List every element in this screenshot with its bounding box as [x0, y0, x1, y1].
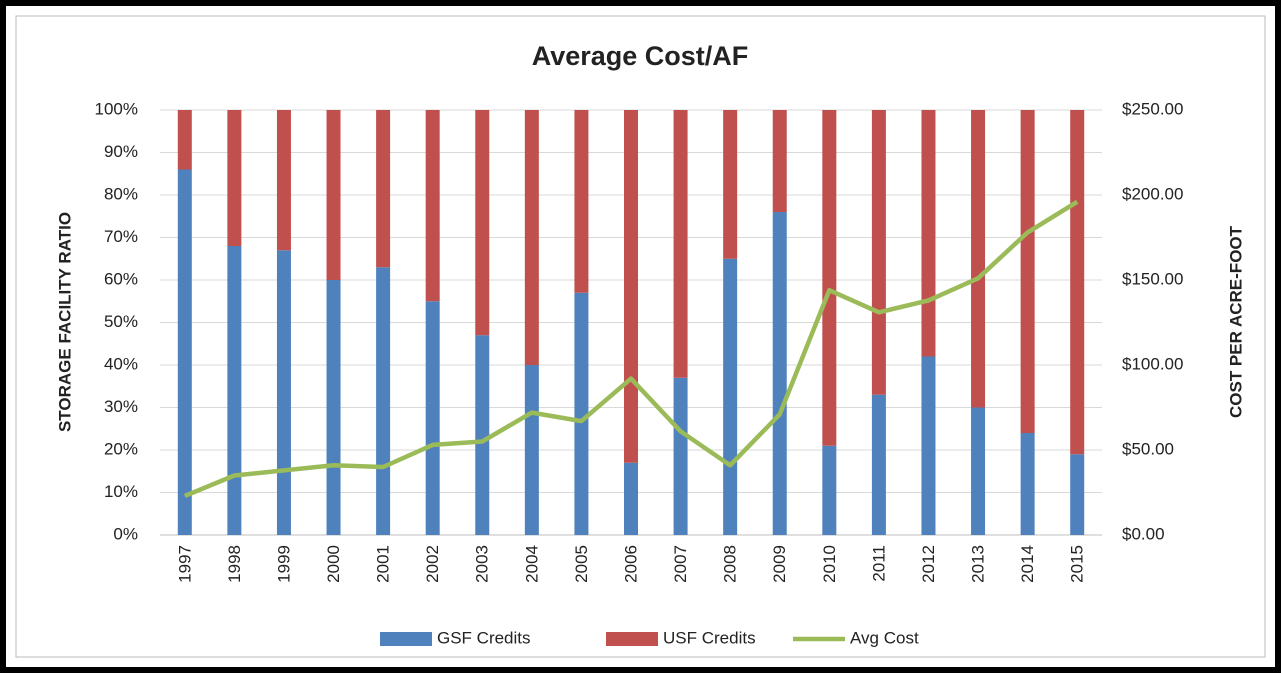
chart-title: Average Cost/AF — [532, 41, 749, 71]
bar-segment — [971, 407, 986, 535]
y-tick-label: 80% — [104, 184, 138, 203]
y2-axis-title: COST PER ACRE-FOOT — [1226, 225, 1245, 418]
bar-segment — [921, 356, 936, 535]
x-tick-label: 2004 — [522, 545, 541, 583]
x-tick-label: 2005 — [572, 545, 591, 583]
legend-swatch — [606, 632, 658, 646]
y-tick-label: 90% — [104, 142, 138, 161]
bar-segment — [425, 301, 440, 535]
bar-segment — [326, 280, 341, 535]
bar-segment — [524, 365, 539, 535]
y-tick-label: 0% — [113, 524, 138, 543]
bar-segment — [673, 110, 688, 378]
bar-segment — [177, 110, 192, 170]
bar-segment — [574, 110, 589, 293]
bar-segment — [326, 110, 341, 280]
bar-segment — [475, 110, 490, 336]
y-tick-label: 100% — [95, 99, 138, 118]
y2-tick-label: $250.00 — [1122, 99, 1183, 118]
bar-segment — [871, 394, 886, 535]
x-tick-label: 2001 — [374, 545, 393, 583]
bar-segment — [822, 110, 837, 446]
bar-segment — [1020, 110, 1035, 433]
bar-segment — [1070, 454, 1085, 535]
x-tick-label: 2003 — [473, 545, 492, 583]
x-tick-label: 1999 — [274, 545, 293, 583]
bar-segment — [227, 246, 242, 535]
legend-swatch — [380, 632, 432, 646]
x-tick-label: 2006 — [621, 545, 640, 583]
chart-border — [15, 15, 1266, 658]
y-tick-label: 30% — [104, 397, 138, 416]
x-tick-label: 2015 — [1068, 545, 1087, 583]
bar-segment — [376, 267, 391, 535]
y-tick-label: 10% — [104, 482, 138, 501]
bar-segment — [177, 169, 192, 535]
y2-tick-label: $100.00 — [1122, 354, 1183, 373]
bar-segment — [1020, 433, 1035, 535]
y2-tick-label: $50.00 — [1122, 439, 1174, 458]
bar-segment — [723, 110, 738, 259]
bar-segment — [723, 258, 738, 535]
bar-segment — [475, 335, 490, 535]
y-axis-title: STORAGE FACILITY RATIO — [55, 212, 74, 432]
x-tick-label: 2012 — [919, 545, 938, 583]
y-tick-label: 60% — [104, 269, 138, 288]
x-tick-label: 1998 — [225, 545, 244, 583]
x-tick-label: 2010 — [820, 545, 839, 583]
x-tick-label: 2014 — [1018, 545, 1037, 583]
y2-tick-label: $150.00 — [1122, 269, 1183, 288]
bar-segment — [673, 377, 688, 535]
bar-segment — [772, 110, 787, 212]
x-tick-label: 2011 — [869, 545, 888, 582]
x-tick-label: 2013 — [969, 545, 988, 583]
bar-segment — [871, 110, 886, 395]
x-tick-label: 1997 — [175, 545, 194, 583]
legend-label: Avg Cost — [850, 628, 919, 647]
bar-segment — [624, 110, 638, 463]
bar-segment — [971, 110, 986, 408]
bar-segment — [276, 250, 291, 535]
bar-segment — [822, 445, 837, 535]
line — [183, 199, 1079, 498]
y-tick-label: 40% — [104, 354, 138, 373]
legend-label: USF Credits — [663, 628, 756, 647]
bar-segment — [1070, 110, 1085, 455]
bar-segment — [227, 110, 242, 246]
bar-segment — [921, 110, 936, 357]
x-tick-label: 2009 — [770, 545, 789, 583]
y-tick-label: 50% — [104, 312, 138, 331]
bar-segment — [624, 462, 638, 535]
bar-segment — [574, 292, 589, 535]
bar-segment — [772, 212, 787, 535]
y2-tick-label: $0.00 — [1122, 524, 1165, 543]
y-tick-label: 20% — [104, 439, 138, 458]
bar-segment — [376, 110, 391, 268]
bar-segment — [425, 110, 440, 302]
bar-segment — [524, 110, 539, 365]
x-tick-label: 2000 — [324, 545, 343, 583]
x-tick-label: 2002 — [423, 545, 442, 583]
y2-tick-label: $200.00 — [1122, 184, 1183, 203]
legend-label: GSF Credits — [437, 628, 531, 647]
y-tick-label: 70% — [104, 227, 138, 246]
bar-segment — [276, 110, 291, 251]
x-tick-label: 2007 — [671, 545, 690, 583]
x-tick-label: 2008 — [721, 545, 740, 583]
